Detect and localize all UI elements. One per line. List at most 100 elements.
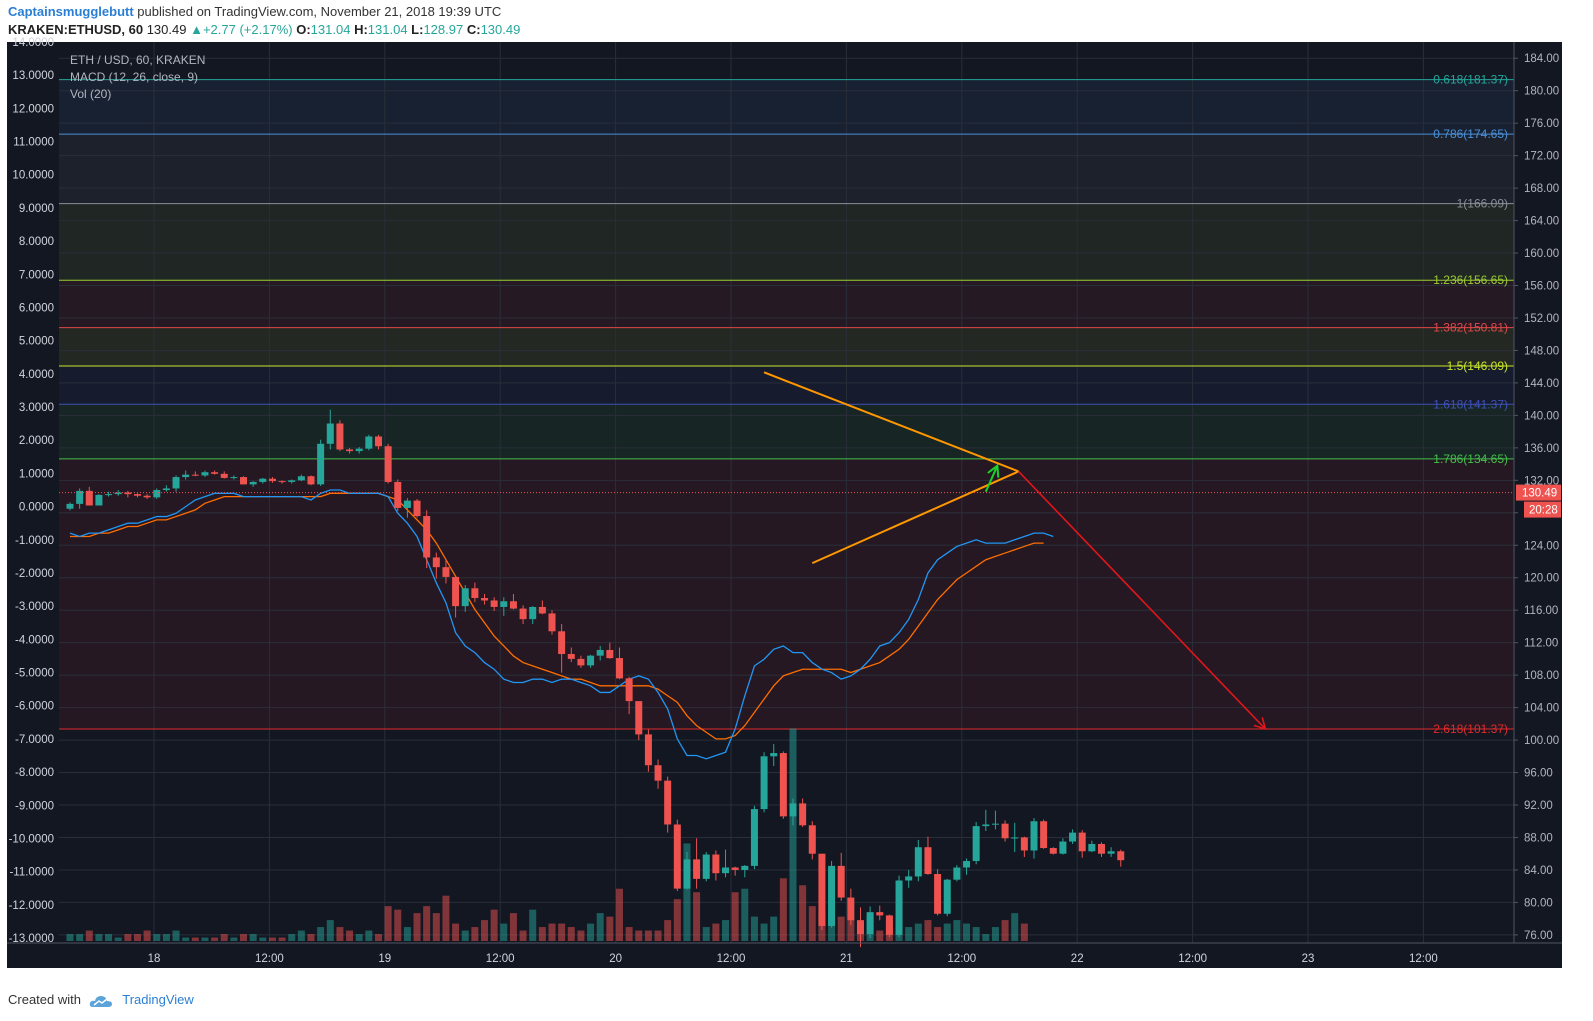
candle-body	[95, 494, 103, 506]
tradingview-link[interactable]: TradingView	[122, 992, 194, 1007]
macd-tick-label: -6.0000	[15, 701, 54, 713]
candle-body	[1011, 837, 1019, 839]
macd-tick-label: 2.0000	[19, 435, 54, 447]
fib-band	[59, 327, 1514, 366]
candle-body	[509, 601, 517, 609]
fib-band	[59, 404, 1514, 459]
open-label: O:	[296, 22, 311, 37]
price-tick-label: 76.00	[1524, 930, 1553, 942]
volume-bar	[471, 927, 479, 941]
candle-body	[885, 915, 893, 935]
candles	[66, 409, 1125, 948]
volume-bar	[191, 937, 199, 941]
macd-tick-label: -8.0000	[15, 767, 54, 779]
candle-body	[66, 503, 74, 509]
time-tick-label: 21	[840, 953, 853, 965]
candle-body	[905, 876, 913, 881]
fib-label: 1(166.09)	[1457, 197, 1508, 211]
volume-bar	[432, 913, 440, 941]
volume-bar	[635, 930, 643, 941]
volume-bar	[114, 937, 122, 941]
macd-tick-label: 11.0000	[13, 137, 54, 149]
price-tick-label: 80.00	[1524, 897, 1553, 909]
volume-bar	[297, 930, 305, 941]
volume-bar	[85, 930, 93, 941]
price-tick-label: 136.00	[1524, 443, 1559, 455]
high-label: H:	[354, 22, 368, 37]
candle-body	[972, 826, 980, 862]
volume-bar	[596, 913, 604, 941]
triangle-upper-line	[763, 371, 1019, 473]
volume-bar	[702, 927, 710, 941]
volume-bar	[876, 930, 884, 941]
fib-band	[59, 458, 1514, 729]
candle-body	[789, 803, 797, 817]
volume-bar	[172, 930, 180, 941]
volume-bar	[587, 923, 595, 941]
candle-body	[519, 608, 527, 620]
time-tick-label: 19	[378, 953, 391, 965]
volume-bar	[779, 878, 787, 941]
price-tick-label: 152.00	[1524, 313, 1559, 325]
macd-tick-label: 8.0000	[19, 236, 54, 248]
candle-body	[124, 492, 132, 495]
fib-label: 0.618(181.37)	[1433, 73, 1508, 87]
candle-body	[924, 847, 932, 875]
candle-body	[297, 476, 305, 481]
candle-body	[712, 854, 720, 874]
volume-bar	[529, 909, 537, 941]
last-price-label: 130.49	[1522, 488, 1557, 500]
volume-bar	[394, 909, 402, 941]
candle-body	[963, 861, 971, 868]
author-link[interactable]: Captainsmugglebutt	[8, 4, 134, 19]
volume-bar	[336, 927, 344, 941]
volume-bar	[365, 930, 373, 941]
candle-body	[866, 912, 874, 935]
candle-body	[683, 859, 691, 889]
candle-body	[548, 613, 556, 632]
candle-body	[567, 654, 575, 659]
volume-bar	[423, 906, 431, 941]
candle-body	[133, 494, 141, 496]
volume-bar	[606, 916, 614, 941]
tradingview-logo-icon[interactable]	[89, 994, 113, 1008]
candle-body	[220, 473, 228, 478]
volume-bar	[644, 930, 652, 941]
price-tick-label: 148.00	[1524, 345, 1559, 357]
volume-bar	[317, 927, 325, 941]
close-value: 130.49	[480, 22, 521, 37]
candle-body	[587, 655, 595, 666]
macd-tick-label: 6.0000	[19, 302, 54, 314]
target-arrow-shaft	[1017, 470, 1266, 730]
macd-tick-label: -1.0000	[15, 535, 54, 547]
fib-label: 1.786(134.65)	[1433, 452, 1508, 466]
breakout-arrow-head	[987, 463, 1000, 478]
volume-bar	[500, 923, 508, 941]
price-tick-label: 100.00	[1524, 735, 1559, 747]
volume-bar	[384, 906, 392, 941]
volume-bar	[712, 923, 720, 941]
candle-body	[355, 448, 363, 452]
candle-body	[307, 476, 315, 485]
volume-bar	[268, 937, 276, 941]
volume-bar	[374, 934, 382, 941]
volume-bar	[249, 934, 257, 941]
symbol-header: KRAKEN:ETHUSD, 60 130.49 ▲+2.77 (+2.17%)…	[8, 22, 520, 37]
symbol-label[interactable]: KRAKEN:ETHUSD, 60	[8, 22, 144, 37]
time-tick-label: 18	[148, 953, 161, 965]
volume-bar	[654, 930, 662, 941]
volume-bar	[972, 927, 980, 941]
candle-body	[837, 865, 845, 898]
macd-tick-label: -13.0000	[9, 933, 54, 945]
volume-bar	[95, 934, 103, 941]
candle-body	[365, 436, 373, 449]
close-label: C:	[466, 22, 481, 37]
candle-body	[1001, 823, 1009, 839]
candle-body	[442, 567, 450, 577]
volume-bar	[490, 909, 498, 941]
macd-tick-label: 3.0000	[19, 402, 54, 414]
price-tick-label: 168.00	[1524, 183, 1559, 195]
legend-symbol: ETH / USD, 60, KRAKEN	[70, 53, 205, 67]
candle-body	[702, 854, 710, 879]
